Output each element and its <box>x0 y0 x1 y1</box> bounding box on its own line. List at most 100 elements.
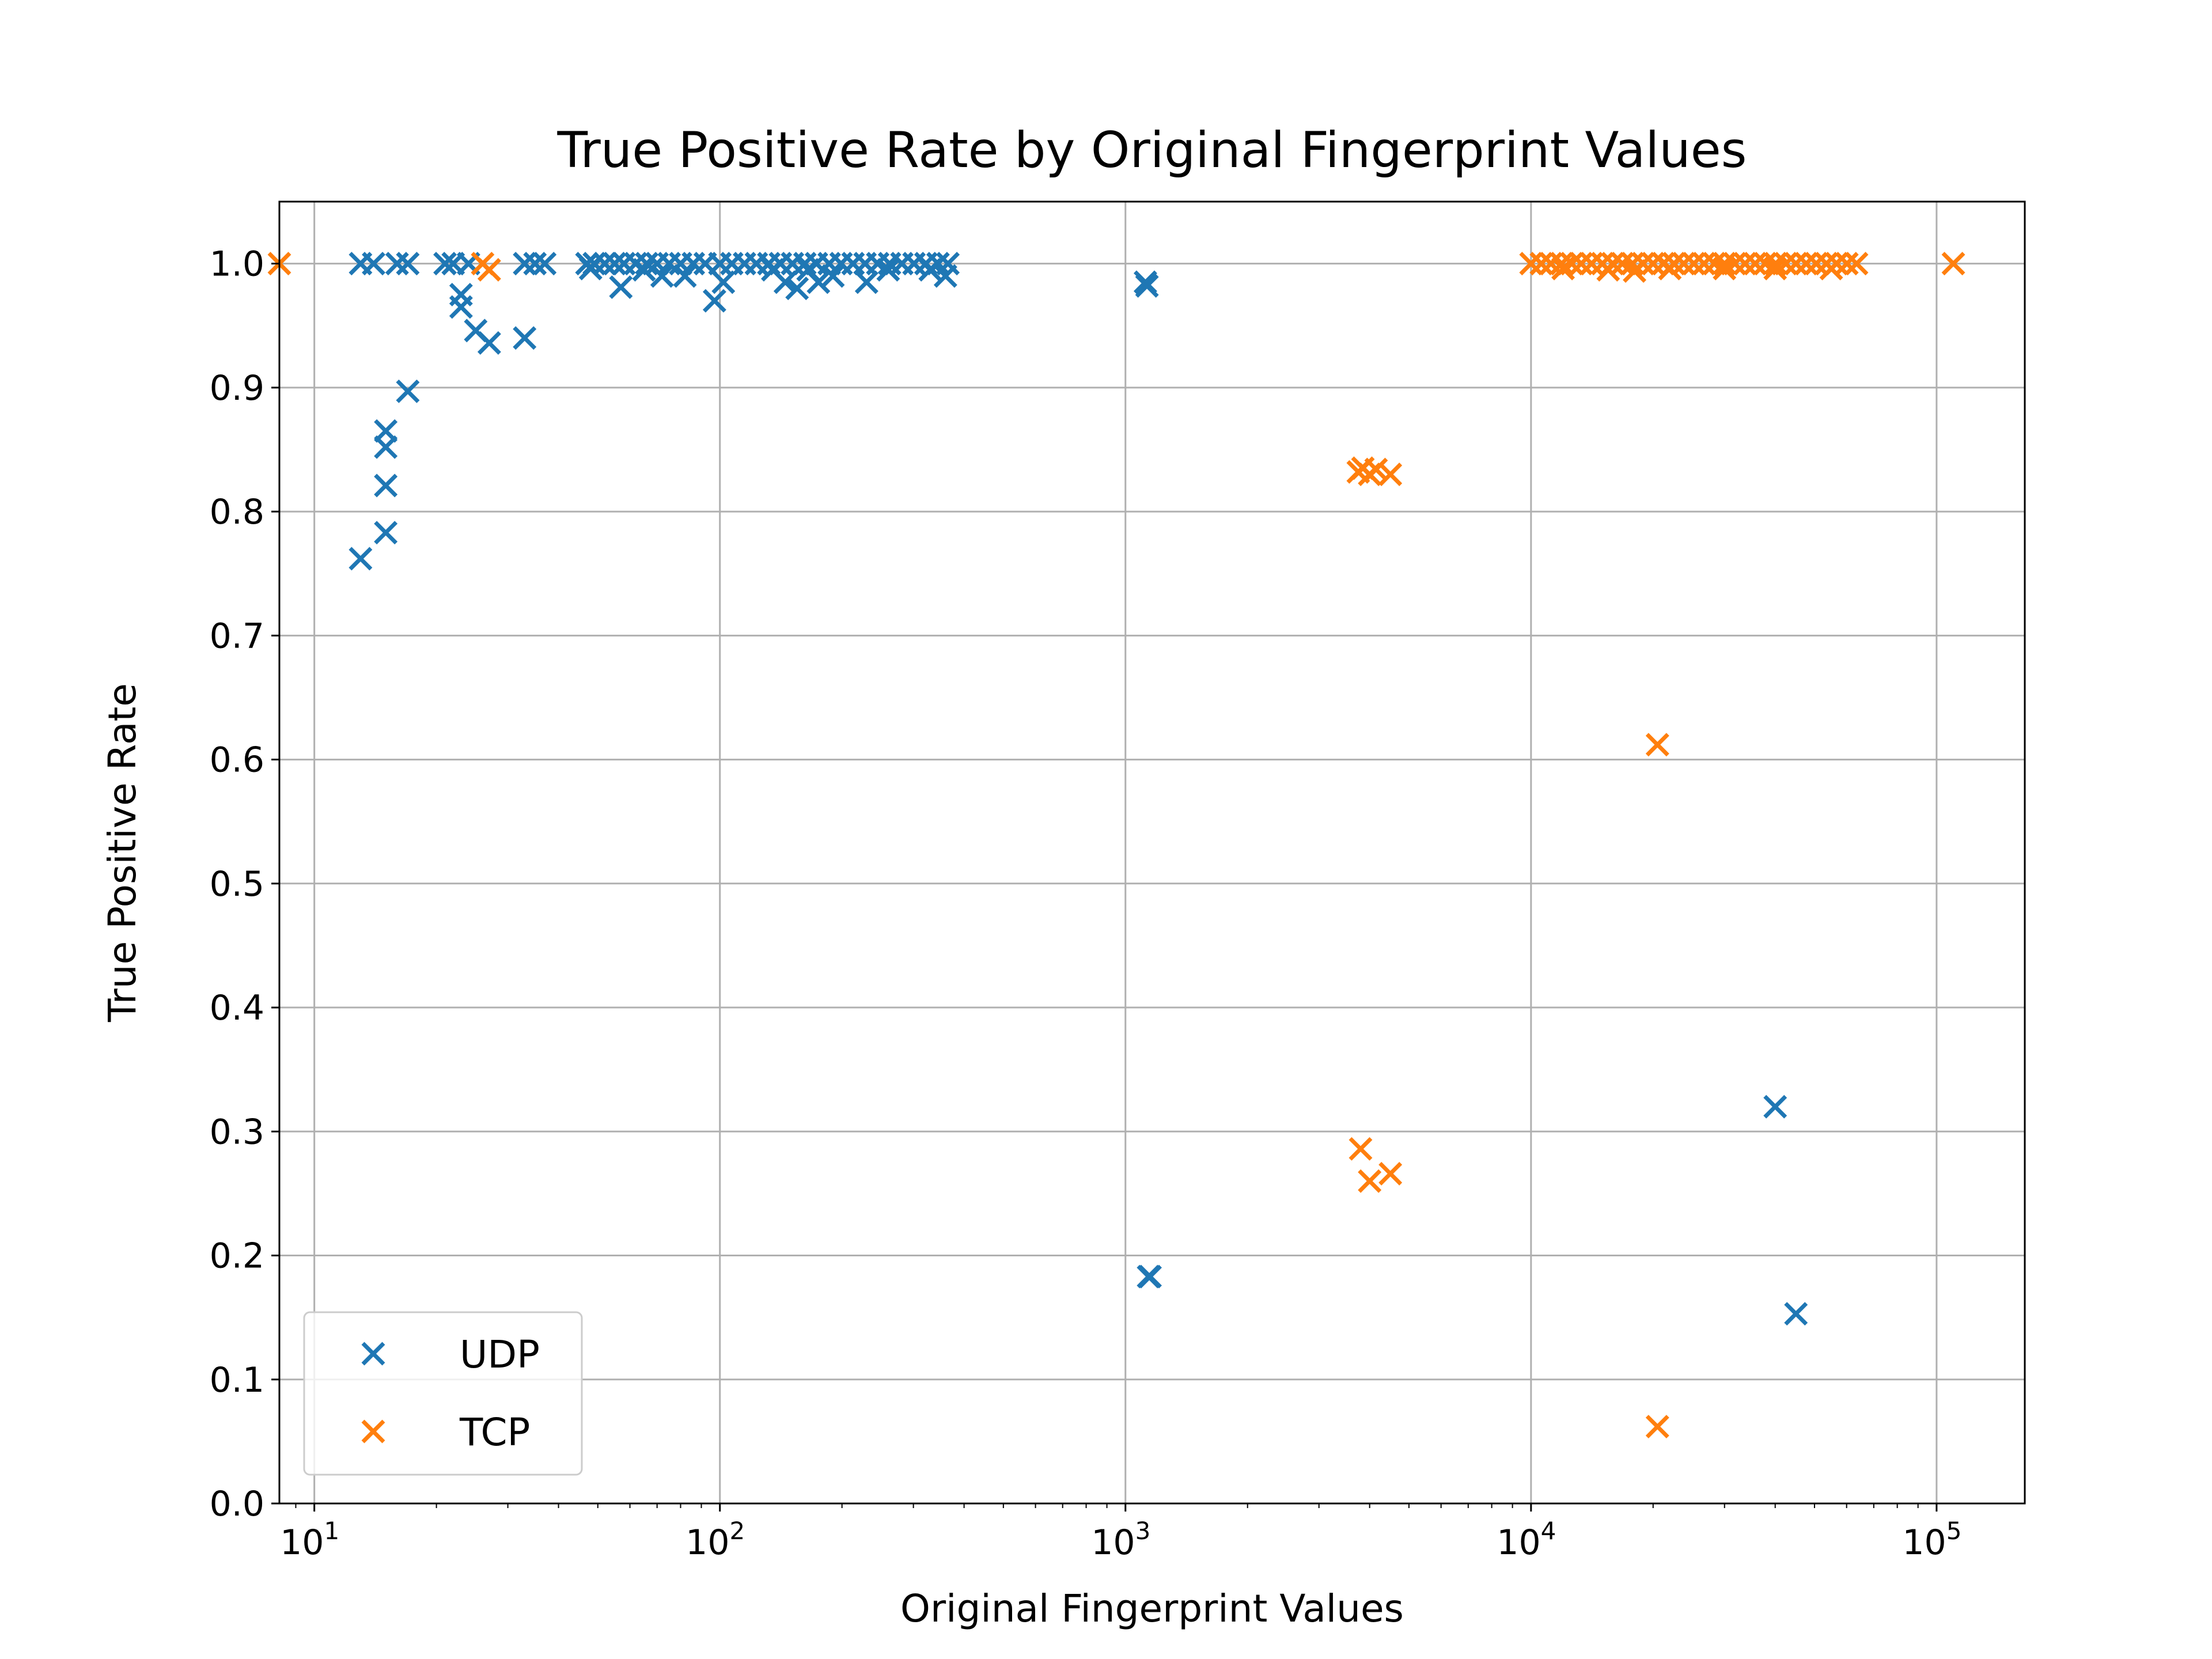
udp-point <box>632 257 656 282</box>
tcp-point <box>1645 733 1669 757</box>
y-tick-label: 0.1 <box>210 1360 264 1400</box>
plot-area <box>279 202 2025 1503</box>
y-tick-label: 0.3 <box>210 1112 264 1152</box>
y-tick-label: 0.7 <box>210 616 264 656</box>
tcp-point <box>1844 252 1869 276</box>
tcp-point <box>1835 252 1859 276</box>
udp-point <box>374 419 398 443</box>
plot-background <box>279 202 2025 1503</box>
tcp-point <box>1569 252 1593 276</box>
tcp-point <box>1713 256 1737 281</box>
x-tick-base: 10 <box>1091 1522 1135 1563</box>
udp-point <box>785 276 809 301</box>
udp-point <box>1763 1094 1787 1119</box>
series-udp <box>349 252 1808 1326</box>
tcp-point <box>1620 252 1645 276</box>
udp-point <box>806 270 831 294</box>
udp-point <box>396 379 420 403</box>
ticks <box>271 263 1938 1512</box>
udp-point <box>711 270 736 294</box>
tcp-point <box>1551 256 1575 281</box>
legend-label-tcp: TCP <box>459 1410 530 1455</box>
chart-title: True Positive Rate by Original Fingerpri… <box>557 122 1747 179</box>
udp-point <box>533 252 557 276</box>
tcp-point <box>1692 252 1716 276</box>
udp-point <box>578 256 603 281</box>
tcp-point <box>1596 257 1620 282</box>
y-tick-label: 0.9 <box>210 368 264 408</box>
x-tick-exponent: 3 <box>1135 1517 1151 1545</box>
udp-point <box>374 474 398 498</box>
legend-marker-tcp <box>361 1419 385 1444</box>
tcp-point <box>1610 252 1634 276</box>
udp-point <box>918 257 942 282</box>
tcp-point <box>1358 1169 1382 1193</box>
x-tick-label: 101 <box>280 1517 339 1563</box>
x-tick-label: 103 <box>1091 1517 1150 1563</box>
y-tick-label: 0.6 <box>210 740 264 781</box>
tcp-point <box>1378 1161 1403 1185</box>
udp-point <box>513 252 537 276</box>
udp-point <box>702 289 726 313</box>
x-tick-exponent: 2 <box>730 1517 745 1545</box>
y-tick-label: 0.8 <box>210 492 264 532</box>
tcp-point <box>1672 252 1696 276</box>
x-tick-base: 10 <box>1902 1522 1946 1563</box>
tcp-point <box>1529 252 1554 276</box>
tcp-point <box>1658 256 1682 281</box>
x-tick-base: 10 <box>280 1522 324 1563</box>
udp-point <box>396 252 420 276</box>
udp-point <box>349 547 373 571</box>
x-tick-label: 105 <box>1902 1517 1961 1563</box>
udp-point <box>609 275 633 299</box>
udp-point <box>876 257 900 282</box>
tcp-point <box>1794 252 1819 276</box>
y-tick-label: 0.0 <box>210 1484 264 1524</box>
udp-point <box>523 252 547 276</box>
legend-marker-udp <box>361 1342 385 1366</box>
udp-point <box>1784 1302 1808 1326</box>
udp-point <box>1138 1264 1162 1289</box>
tcp-point <box>1539 252 1563 276</box>
y-tick-label: 0.4 <box>210 988 264 1028</box>
x-tick-exponent: 5 <box>1946 1517 1962 1545</box>
legend: UDP TCP <box>303 1311 583 1476</box>
legend-label-udp: UDP <box>460 1332 540 1377</box>
tcp-point <box>1550 252 1574 276</box>
udp-point <box>673 264 697 288</box>
udp-point <box>773 270 797 294</box>
udp-point <box>854 270 878 294</box>
y-tick-label: 0.2 <box>210 1236 264 1277</box>
tcp-point <box>1580 252 1604 276</box>
x-tick-base: 10 <box>685 1522 729 1563</box>
y-tick-label: 1.0 <box>210 244 264 285</box>
series-layer <box>267 252 1965 1439</box>
udp-point <box>593 252 617 276</box>
tcp-point <box>477 257 501 282</box>
tcp-point <box>1763 256 1787 281</box>
tcp-point <box>1681 252 1706 276</box>
tcp-point <box>1784 252 1808 276</box>
udp-point <box>933 264 957 288</box>
udp-point <box>603 252 627 276</box>
udp-point <box>477 331 501 355</box>
udp-point <box>433 252 457 276</box>
tcp-point <box>1641 252 1665 276</box>
tcp-point <box>1364 457 1388 482</box>
udp-point <box>449 282 473 306</box>
udp-point <box>385 252 409 276</box>
udp-point <box>513 326 537 350</box>
tcp-point <box>1804 252 1828 276</box>
tcp-point <box>1519 252 1543 276</box>
udp-point <box>374 521 398 545</box>
udp-point <box>635 252 659 276</box>
x-tick-label: 102 <box>685 1517 745 1563</box>
legend-box <box>303 1311 583 1476</box>
tcp-point <box>1349 1137 1373 1161</box>
legend-cross <box>361 1419 385 1444</box>
plot-frame <box>278 200 2026 1505</box>
y-tick-label: 0.5 <box>210 864 264 904</box>
x-tick-base: 10 <box>1497 1522 1540 1563</box>
